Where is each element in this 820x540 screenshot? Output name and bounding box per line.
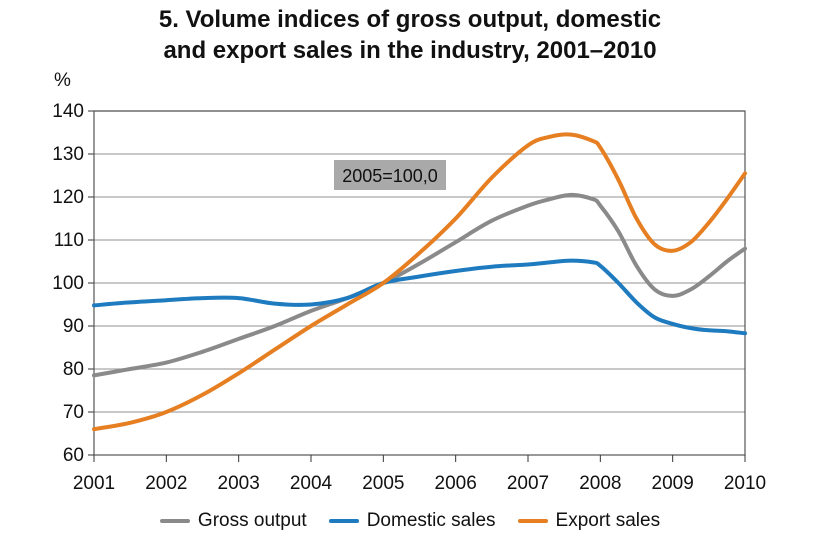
y-tick-label: 120 (52, 187, 84, 208)
chart-title: 5. Volume indices of gross output, domes… (0, 4, 820, 66)
legend-item-export-sales: Export sales (517, 510, 661, 532)
legend-item-gross-output: Gross output (159, 510, 307, 532)
y-tick-label: 70 (63, 402, 84, 423)
series-line-export-sales (92, 132, 747, 432)
y-tick-label: 110 (54, 230, 84, 251)
y-axis-unit-label: % (54, 70, 71, 91)
y-tick-label: 80 (63, 359, 84, 380)
chart-title-line-1: 5. Volume indices of gross output, domes… (158, 6, 662, 33)
y-tick-label: 60 (63, 445, 84, 466)
chart-legend: Gross output Domestic sales Export sales (0, 510, 820, 532)
y-tick-label: 90 (63, 316, 84, 337)
y-tick-label: 140 (52, 101, 84, 122)
y-tick-label: 100 (52, 273, 84, 294)
legend-label: Domestic sales (366, 510, 496, 531)
x-tick-label: 2005 (362, 473, 404, 494)
x-tick-label: 2002 (145, 473, 187, 494)
legend-swatch (517, 519, 548, 523)
legend-item-domestic-sales: Domestic sales (328, 510, 496, 532)
annotation-box (334, 160, 446, 190)
legend-label: Gross output (197, 510, 307, 531)
line-chart: 60 70 80 90 100 110 120 130 140 2001 2002 2003 2004 2… (52, 101, 766, 494)
chart-title-line-2: and export sales in the industry, 2001–2… (163, 37, 657, 64)
annotation-label: 2005=100,0 (342, 166, 438, 186)
legend-label: Export sales (555, 510, 661, 531)
series-line-domestic-sales (92, 258, 747, 336)
x-tick-label: 2007 (507, 473, 549, 494)
x-tick-label: 2006 (435, 473, 477, 494)
x-tick-label: 2009 (652, 473, 694, 494)
legend-swatch (159, 519, 190, 523)
series-line-gross-output (92, 192, 747, 378)
plot-area-frame (93, 110, 746, 456)
x-tick-label: 2010 (724, 473, 766, 494)
legend-swatch (328, 519, 359, 523)
x-tick-label: 2003 (218, 473, 260, 494)
x-tick-label: 2008 (579, 473, 621, 494)
y-tick-label: 130 (52, 144, 84, 165)
x-tick-label: 2004 (290, 473, 333, 494)
x-tick-label: 2001 (73, 473, 115, 494)
